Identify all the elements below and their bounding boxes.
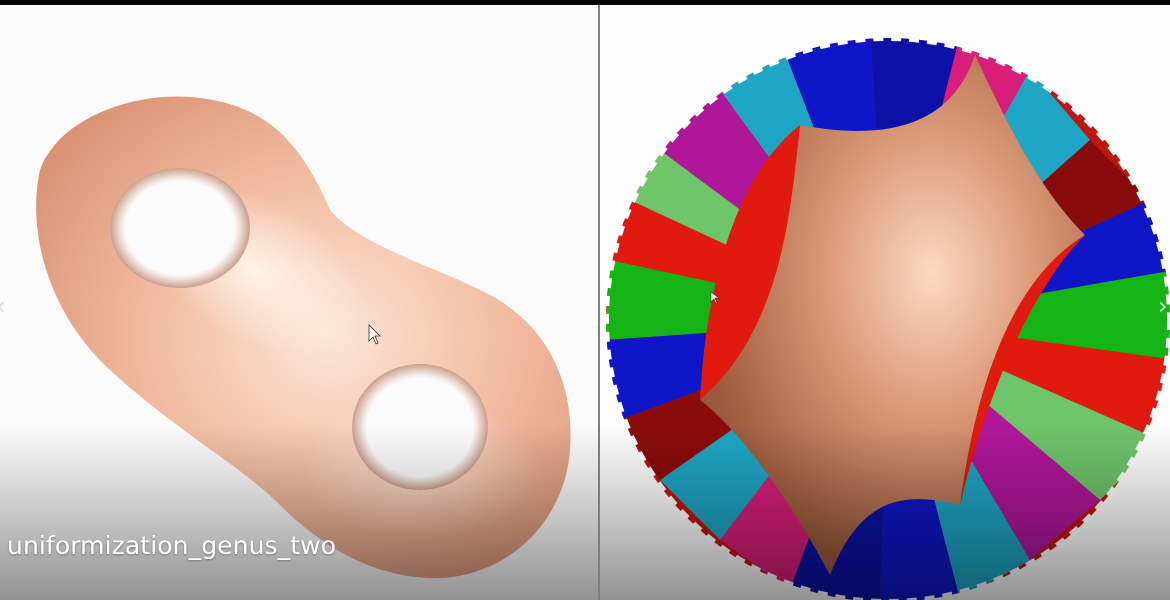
fundamental-domain bbox=[700, 55, 1085, 575]
top-bar bbox=[0, 0, 1170, 5]
left-viewport[interactable] bbox=[0, 5, 598, 600]
video-caption: uniformization_genus_two bbox=[7, 531, 337, 560]
mouse-cursor-icon bbox=[368, 324, 381, 345]
disk-boundary bbox=[603, 35, 1170, 600]
chevron-right-icon[interactable]: › bbox=[1158, 292, 1168, 320]
chevron-left-icon[interactable]: ‹ bbox=[0, 294, 6, 318]
surface-body bbox=[36, 96, 571, 579]
genus-two-surface bbox=[36, 96, 571, 579]
hyperbolic-disk bbox=[603, 35, 1170, 600]
right-viewport[interactable] bbox=[600, 5, 1170, 600]
mouse-cursor-icon-2 bbox=[710, 291, 720, 305]
pane-divider bbox=[598, 5, 600, 600]
